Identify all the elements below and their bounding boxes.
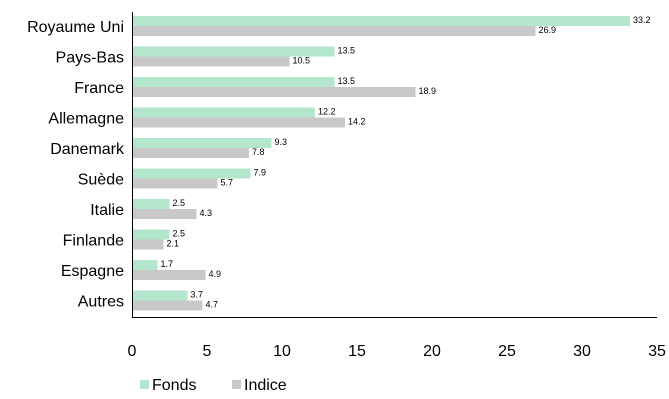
x-tick-label-7: 35 bbox=[648, 343, 666, 360]
bar-fonds-9 bbox=[132, 290, 188, 301]
bars-group bbox=[132, 16, 630, 311]
category-label-4: Danemark bbox=[50, 141, 125, 158]
category-label-2: France bbox=[74, 80, 124, 97]
data-label-fonds-0: 33.2 bbox=[633, 15, 651, 25]
bar-fonds-3 bbox=[132, 107, 315, 118]
legend-label-fonds: Fonds bbox=[152, 377, 196, 394]
data-label-indice-6: 4.3 bbox=[200, 208, 213, 218]
category-label-3: Allemagne bbox=[48, 111, 124, 128]
data-label-indice-0: 26.9 bbox=[539, 25, 557, 35]
bar-fonds-1 bbox=[132, 46, 335, 57]
data-label-fonds-5: 7.9 bbox=[254, 168, 267, 178]
category-label-7: Finlande bbox=[63, 233, 124, 250]
bar-fonds-7 bbox=[132, 229, 170, 240]
bar-fonds-4 bbox=[132, 138, 272, 148]
category-label-9: Autres bbox=[78, 294, 124, 311]
data-label-indice-2: 18.9 bbox=[419, 86, 437, 96]
bar-fonds-2 bbox=[132, 77, 335, 87]
bar-fonds-5 bbox=[132, 168, 251, 179]
x-tick-labels-group: 0 5 10 15 20 25 30 35 bbox=[128, 343, 666, 360]
data-label-indice-4: 7.8 bbox=[252, 147, 265, 157]
bar-fonds-8 bbox=[132, 260, 158, 270]
legend-swatch-indice bbox=[232, 380, 241, 389]
data-label-fonds-4: 9.3 bbox=[275, 137, 288, 147]
data-label-indice-8: 4.9 bbox=[209, 269, 222, 279]
x-tick-label-4: 20 bbox=[423, 343, 441, 360]
bar-indice-2 bbox=[132, 87, 416, 97]
x-tick-label-0: 0 bbox=[128, 343, 137, 360]
data-label-indice-1: 10.5 bbox=[293, 56, 311, 66]
category-labels-group: Royaume Uni Pays-Bas France Allemagne Danema… bbox=[27, 19, 125, 311]
bar-indice-9 bbox=[132, 300, 203, 311]
bar-indice-7 bbox=[132, 239, 164, 250]
data-label-indice-3: 14.2 bbox=[348, 117, 366, 127]
data-label-fonds-8: 1.7 bbox=[161, 259, 174, 269]
bar-indice-1 bbox=[132, 56, 290, 67]
data-label-indice-9: 4.7 bbox=[206, 300, 219, 310]
data-label-indice-7: 2.1 bbox=[167, 239, 180, 249]
data-label-fonds-3: 12.2 bbox=[318, 107, 336, 117]
category-label-6: Italie bbox=[90, 202, 124, 219]
bar-indice-4 bbox=[132, 148, 249, 158]
x-tick-label-3: 15 bbox=[348, 343, 366, 360]
data-label-fonds-9: 3.7 bbox=[191, 290, 204, 300]
x-tick-label-5: 25 bbox=[498, 343, 516, 360]
bar-indice-5 bbox=[132, 178, 218, 189]
bar-fonds-0 bbox=[132, 16, 630, 26]
x-tick-label-6: 30 bbox=[573, 343, 591, 360]
bar-indice-3 bbox=[132, 117, 345, 128]
category-label-1: Pays-Bas bbox=[56, 50, 124, 67]
data-label-fonds-2: 13.5 bbox=[338, 76, 356, 86]
bar-indice-6 bbox=[132, 209, 197, 219]
legend-label-indice: Indice bbox=[244, 377, 287, 394]
x-tick-label-1: 5 bbox=[203, 343, 212, 360]
category-label-8: Espagne bbox=[61, 263, 124, 280]
data-label-indice-5: 5.7 bbox=[221, 178, 234, 188]
bar-indice-8 bbox=[132, 270, 206, 280]
x-tick-label-2: 10 bbox=[273, 343, 291, 360]
bar-indice-0 bbox=[132, 26, 536, 36]
legend-swatch-fonds bbox=[140, 380, 149, 389]
data-label-fonds-6: 2.5 bbox=[173, 198, 186, 208]
data-label-fonds-7: 2.5 bbox=[173, 229, 186, 239]
category-label-5: Suède bbox=[78, 172, 124, 189]
bar-fonds-6 bbox=[132, 199, 170, 209]
legend: Fonds Indice bbox=[140, 377, 287, 394]
data-label-fonds-1: 13.5 bbox=[338, 46, 356, 56]
data-labels-group: 33.2 26.9 13.5 10.5 13.5 18.9 12.2 14.2 9.3 7.8 7.… bbox=[161, 15, 651, 310]
category-label-0: Royaume Uni bbox=[27, 19, 124, 36]
